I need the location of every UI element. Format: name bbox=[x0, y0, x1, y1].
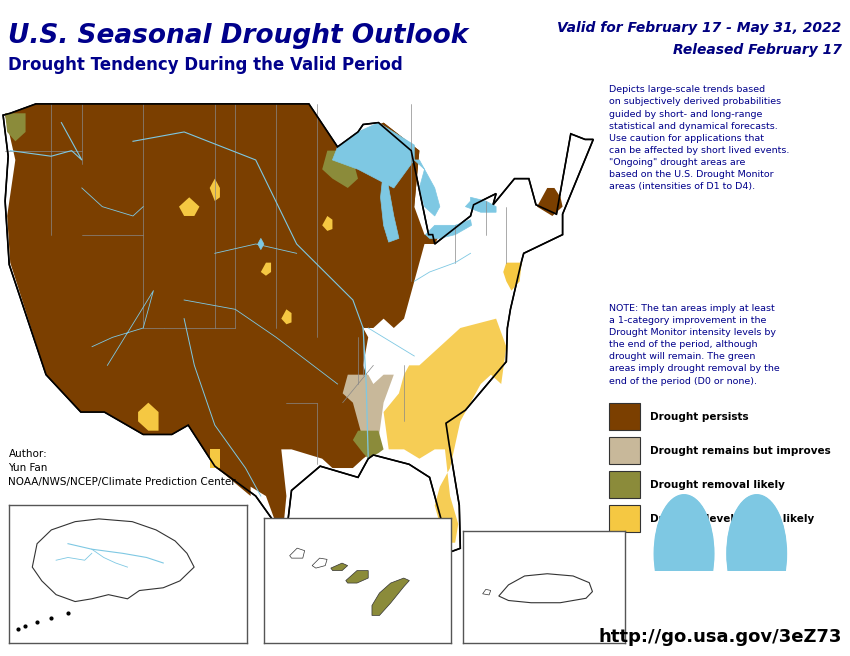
Polygon shape bbox=[414, 160, 439, 216]
Bar bbox=[609, 471, 640, 498]
Text: Drought removal likely: Drought removal likely bbox=[650, 480, 785, 489]
Text: Valid for February 17 - May 31, 2022: Valid for February 17 - May 31, 2022 bbox=[558, 21, 842, 35]
Text: Drought Tendency During the Valid Period: Drought Tendency During the Valid Period bbox=[8, 56, 403, 73]
Circle shape bbox=[728, 495, 785, 612]
Polygon shape bbox=[258, 238, 264, 249]
Polygon shape bbox=[332, 123, 414, 188]
Polygon shape bbox=[483, 589, 490, 595]
Circle shape bbox=[655, 495, 713, 612]
Polygon shape bbox=[353, 431, 383, 459]
Polygon shape bbox=[5, 104, 439, 528]
Text: Drought development likely: Drought development likely bbox=[650, 514, 814, 523]
Text: Depicts large-scale trends based
on subjectively derived probabilities
guided by: Depicts large-scale trends based on subj… bbox=[609, 85, 790, 192]
Polygon shape bbox=[3, 104, 593, 552]
Text: Drought remains but improves: Drought remains but improves bbox=[650, 445, 830, 455]
Polygon shape bbox=[281, 310, 292, 324]
Polygon shape bbox=[32, 519, 194, 602]
Polygon shape bbox=[138, 403, 159, 431]
Text: Drought persists: Drought persists bbox=[650, 411, 749, 422]
Bar bbox=[609, 403, 640, 430]
Polygon shape bbox=[426, 220, 472, 238]
Polygon shape bbox=[322, 216, 332, 231]
Bar bbox=[609, 505, 640, 532]
Polygon shape bbox=[378, 123, 419, 207]
Bar bbox=[609, 437, 640, 464]
Polygon shape bbox=[383, 319, 507, 543]
Text: http://go.usa.gov/3eZ73: http://go.usa.gov/3eZ73 bbox=[598, 628, 842, 646]
Polygon shape bbox=[210, 449, 220, 468]
Polygon shape bbox=[381, 160, 399, 242]
Polygon shape bbox=[5, 113, 26, 141]
Polygon shape bbox=[331, 563, 348, 571]
Text: Released February 17: Released February 17 bbox=[672, 43, 842, 56]
Text: U.S. Seasonal Drought Outlook: U.S. Seasonal Drought Outlook bbox=[8, 23, 468, 49]
Polygon shape bbox=[312, 558, 327, 568]
Polygon shape bbox=[322, 151, 358, 188]
Polygon shape bbox=[343, 375, 394, 453]
Polygon shape bbox=[290, 548, 304, 558]
Polygon shape bbox=[179, 197, 200, 216]
Text: NOTE: The tan areas imply at least
a 1-category improvement in the
Drought Monit: NOTE: The tan areas imply at least a 1-c… bbox=[609, 304, 779, 386]
Polygon shape bbox=[466, 197, 496, 213]
Text: Author:
Yun Fan
NOAA/NWS/NCEP/Climate Prediction Center: Author: Yun Fan NOAA/NWS/NCEP/Climate Pr… bbox=[8, 449, 236, 487]
Polygon shape bbox=[261, 262, 271, 276]
Polygon shape bbox=[499, 574, 592, 603]
Polygon shape bbox=[346, 571, 368, 583]
Polygon shape bbox=[503, 262, 522, 291]
Polygon shape bbox=[210, 178, 220, 201]
Polygon shape bbox=[537, 188, 563, 216]
Polygon shape bbox=[372, 578, 410, 615]
